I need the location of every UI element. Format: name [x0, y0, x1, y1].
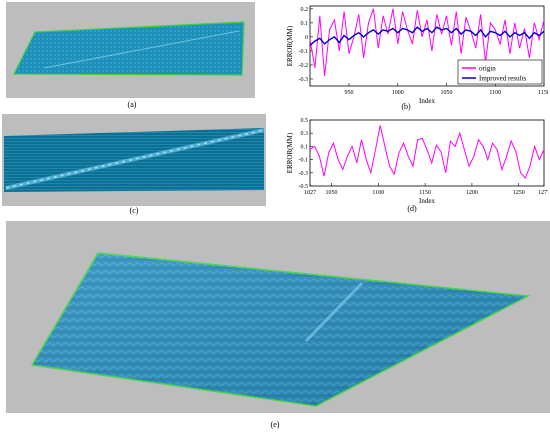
x-tick-label: 950: [345, 90, 354, 96]
y-tick-label: -0.1: [299, 158, 309, 164]
y-tick-label: 0: [305, 35, 308, 41]
x-tick-label: 1100: [372, 190, 384, 196]
x-tick-label: 1000: [392, 90, 404, 96]
caption-b: (b): [401, 102, 411, 111]
panel-e-surface-svg: [30, 252, 531, 407]
y-axis-label: ERROR(MM): [286, 25, 294, 66]
series-line-0: [309, 125, 545, 180]
caption-c: (c): [129, 206, 139, 215]
y-axis-label: ERROR(MM): [286, 132, 294, 173]
panel-c-surface-image: [2, 114, 266, 206]
y-tick-label: 0.2: [301, 7, 309, 13]
y-tick-label: 0.3: [301, 131, 309, 137]
x-tick-label: 1050: [326, 190, 338, 196]
plot-frame: [309, 119, 545, 187]
x-tick-label: 1027: [304, 190, 316, 196]
legend-entry: origin: [479, 65, 496, 73]
series-line-1: [309, 26, 545, 46]
x-tick-label: 1100: [489, 90, 501, 96]
series-line-0: [309, 8, 545, 77]
y-tick-label: -0.2: [299, 63, 309, 69]
x-axis-label: Index: [419, 197, 435, 205]
y-tick-label: 0.1: [301, 144, 309, 150]
caption-a: (a): [127, 100, 137, 109]
y-tick-label: 0.1: [301, 21, 309, 27]
chart-b-svg: 0.2 0.1 0 -0.1 -0.2 -0.3 950 1000 1050 1100 1150 In…: [286, 5, 548, 105]
x-tick-label: 1050: [441, 90, 453, 96]
legend-box: [457, 59, 543, 85]
x-tick-label: 1150: [538, 90, 548, 96]
panel-e-surface-image: [6, 221, 550, 413]
legend-entry: Improved results: [479, 75, 527, 83]
caption-d: (d): [407, 204, 417, 213]
y-tick-label: -0.5: [299, 184, 309, 190]
x-tick-label: 1277: [538, 190, 548, 196]
panel-a-surface-svg: [13, 21, 245, 76]
y-tick-label: -0.3: [299, 171, 309, 177]
x-tick-label: 1150: [419, 190, 431, 196]
caption-e: (e): [270, 420, 280, 429]
y-tick-label: -0.1: [299, 49, 309, 55]
y-tick-label: 0.5: [301, 118, 309, 124]
panel-d-chart: 0.5 0.3 0.1 -0.1 -0.3 -0.5 1027 1050 1100 1150 120…: [278, 114, 548, 218]
panel-b-chart: 0.2 0.1 0 -0.1 -0.2 -0.3 950 1000 1050 1100 1150 In…: [278, 0, 548, 113]
panel-a-surface-image: [6, 2, 255, 98]
y-tick-label: -0.3: [299, 77, 309, 83]
x-axis-label: Index: [419, 97, 435, 105]
panel-c-surface-svg: [4, 128, 265, 192]
x-tick-label: 1200: [466, 190, 478, 196]
x-tick-label: 1250: [513, 190, 525, 196]
